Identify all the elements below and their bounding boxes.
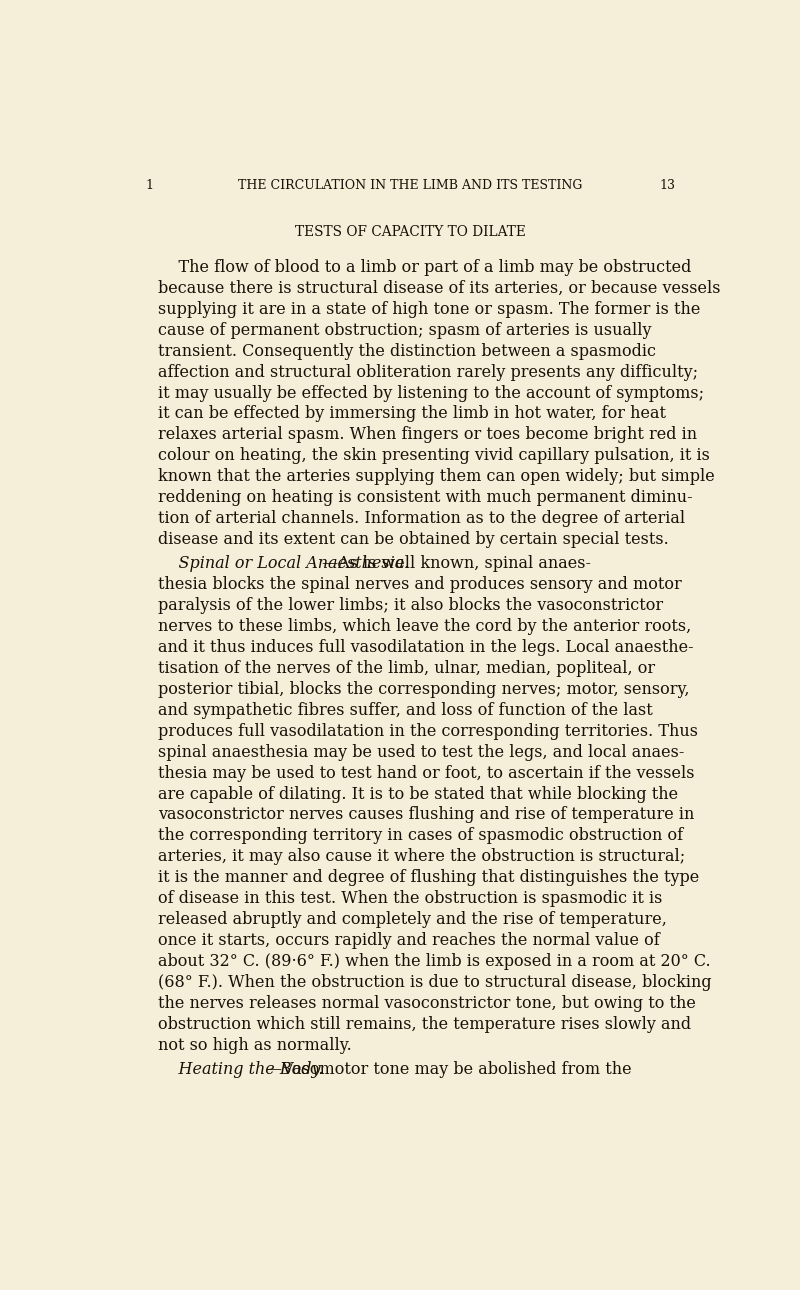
Text: arteries, it may also cause it where the obstruction is structural;: arteries, it may also cause it where the… [158, 849, 686, 866]
Text: —As is well known, spinal anaes-: —As is well known, spinal anaes- [322, 555, 591, 573]
Text: spinal anaesthesia may be used to test the legs, and local anaes-: spinal anaesthesia may be used to test t… [158, 743, 685, 761]
Text: and sympathetic fibres suffer, and loss of function of the last: and sympathetic fibres suffer, and loss … [158, 702, 653, 719]
Text: transient. Consequently the distinction between a spasmodic: transient. Consequently the distinction … [158, 343, 656, 360]
Text: tisation of the nerves of the limb, ulnar, median, popliteal, or: tisation of the nerves of the limb, ulna… [158, 660, 655, 677]
Text: The flow of blood to a limb or part of a limb may be obstructed: The flow of blood to a limb or part of a… [158, 259, 691, 276]
Text: are capable of dilating. It is to be stated that while blocking the: are capable of dilating. It is to be sta… [158, 786, 678, 802]
Text: posterior tibial, blocks the corresponding nerves; motor, sensory,: posterior tibial, blocks the correspondi… [158, 681, 690, 698]
Text: obstruction which still remains, the temperature rises slowly and: obstruction which still remains, the tem… [158, 1017, 691, 1033]
Text: disease and its extent can be obtained by certain special tests.: disease and its extent can be obtained b… [158, 531, 669, 548]
Text: TESTS OF CAPACITY TO DILATE: TESTS OF CAPACITY TO DILATE [294, 224, 526, 239]
Text: the nerves releases normal vasoconstrictor tone, but owing to the: the nerves releases normal vasoconstrict… [158, 995, 696, 1011]
Text: not so high as normally.: not so high as normally. [158, 1037, 352, 1054]
Text: and it thus induces full vasodilatation in the legs. Local anaesthe-: and it thus induces full vasodilatation … [158, 639, 694, 655]
Text: cause of permanent obstruction; spasm of arteries is usually: cause of permanent obstruction; spasm of… [158, 321, 652, 339]
Text: paralysis of the lower limbs; it also blocks the vasoconstrictor: paralysis of the lower limbs; it also bl… [158, 597, 663, 614]
Text: about 32° C. (89·6° F.) when the limb is exposed in a room at 20° C.: about 32° C. (89·6° F.) when the limb is… [158, 953, 710, 970]
Text: Spinal or Local Anaesthesia.: Spinal or Local Anaesthesia. [158, 555, 410, 573]
Text: thesia may be used to test hand or foot, to ascertain if the vessels: thesia may be used to test hand or foot,… [158, 765, 694, 782]
Text: it may usually be effected by listening to the account of symptoms;: it may usually be effected by listening … [158, 384, 704, 401]
Text: affection and structural obliteration rarely presents any difficulty;: affection and structural obliteration ra… [158, 364, 698, 381]
Text: of disease in this test. When the obstruction is spasmodic it is: of disease in this test. When the obstru… [158, 890, 662, 907]
Text: tion of arterial channels. Information as to the degree of arterial: tion of arterial channels. Information a… [158, 510, 686, 528]
Text: known that the arteries supplying them can open widely; but simple: known that the arteries supplying them c… [158, 468, 715, 485]
Text: reddening on heating is consistent with much permanent diminu-: reddening on heating is consistent with … [158, 489, 693, 506]
Text: it can be effected by immersing the limb in hot water, for heat: it can be effected by immersing the limb… [158, 405, 666, 422]
Text: produces full vasodilatation in the corresponding territories. Thus: produces full vasodilatation in the corr… [158, 722, 698, 739]
Text: Heating the Body.: Heating the Body. [158, 1060, 324, 1078]
Text: vasoconstrictor nerves causes flushing and rise of temperature in: vasoconstrictor nerves causes flushing a… [158, 806, 694, 823]
Text: released abruptly and completely and the rise of temperature,: released abruptly and completely and the… [158, 911, 667, 929]
Text: thesia blocks the spinal nerves and produces sensory and motor: thesia blocks the spinal nerves and prod… [158, 577, 682, 593]
Text: the corresponding territory in cases of spasmodic obstruction of: the corresponding territory in cases of … [158, 827, 683, 845]
Text: because there is structural disease of its arteries, or because vessels: because there is structural disease of i… [158, 280, 721, 297]
Text: nerves to these limbs, which leave the cord by the anterior roots,: nerves to these limbs, which leave the c… [158, 618, 691, 635]
Text: 13: 13 [659, 179, 675, 192]
Text: THE CIRCULATION IN THE LIMB AND ITS TESTING: THE CIRCULATION IN THE LIMB AND ITS TEST… [238, 179, 582, 192]
Text: 1: 1 [145, 179, 153, 192]
Text: relaxes arterial spasm. When fingers or toes become bright red in: relaxes arterial spasm. When fingers or … [158, 427, 698, 444]
Text: (68° F.). When the obstruction is due to structural disease, blocking: (68° F.). When the obstruction is due to… [158, 974, 712, 991]
Text: supplying it are in a state of high tone or spasm. The former is the: supplying it are in a state of high tone… [158, 301, 701, 317]
Text: colour on heating, the skin presenting vivid capillary pulsation, it is: colour on heating, the skin presenting v… [158, 448, 710, 464]
Text: once it starts, occurs rapidly and reaches the normal value of: once it starts, occurs rapidly and reach… [158, 933, 660, 949]
Text: it is the manner and degree of flushing that distinguishes the type: it is the manner and degree of flushing … [158, 869, 699, 886]
Text: —Vasomotor tone may be abolished from the: —Vasomotor tone may be abolished from th… [266, 1060, 631, 1078]
